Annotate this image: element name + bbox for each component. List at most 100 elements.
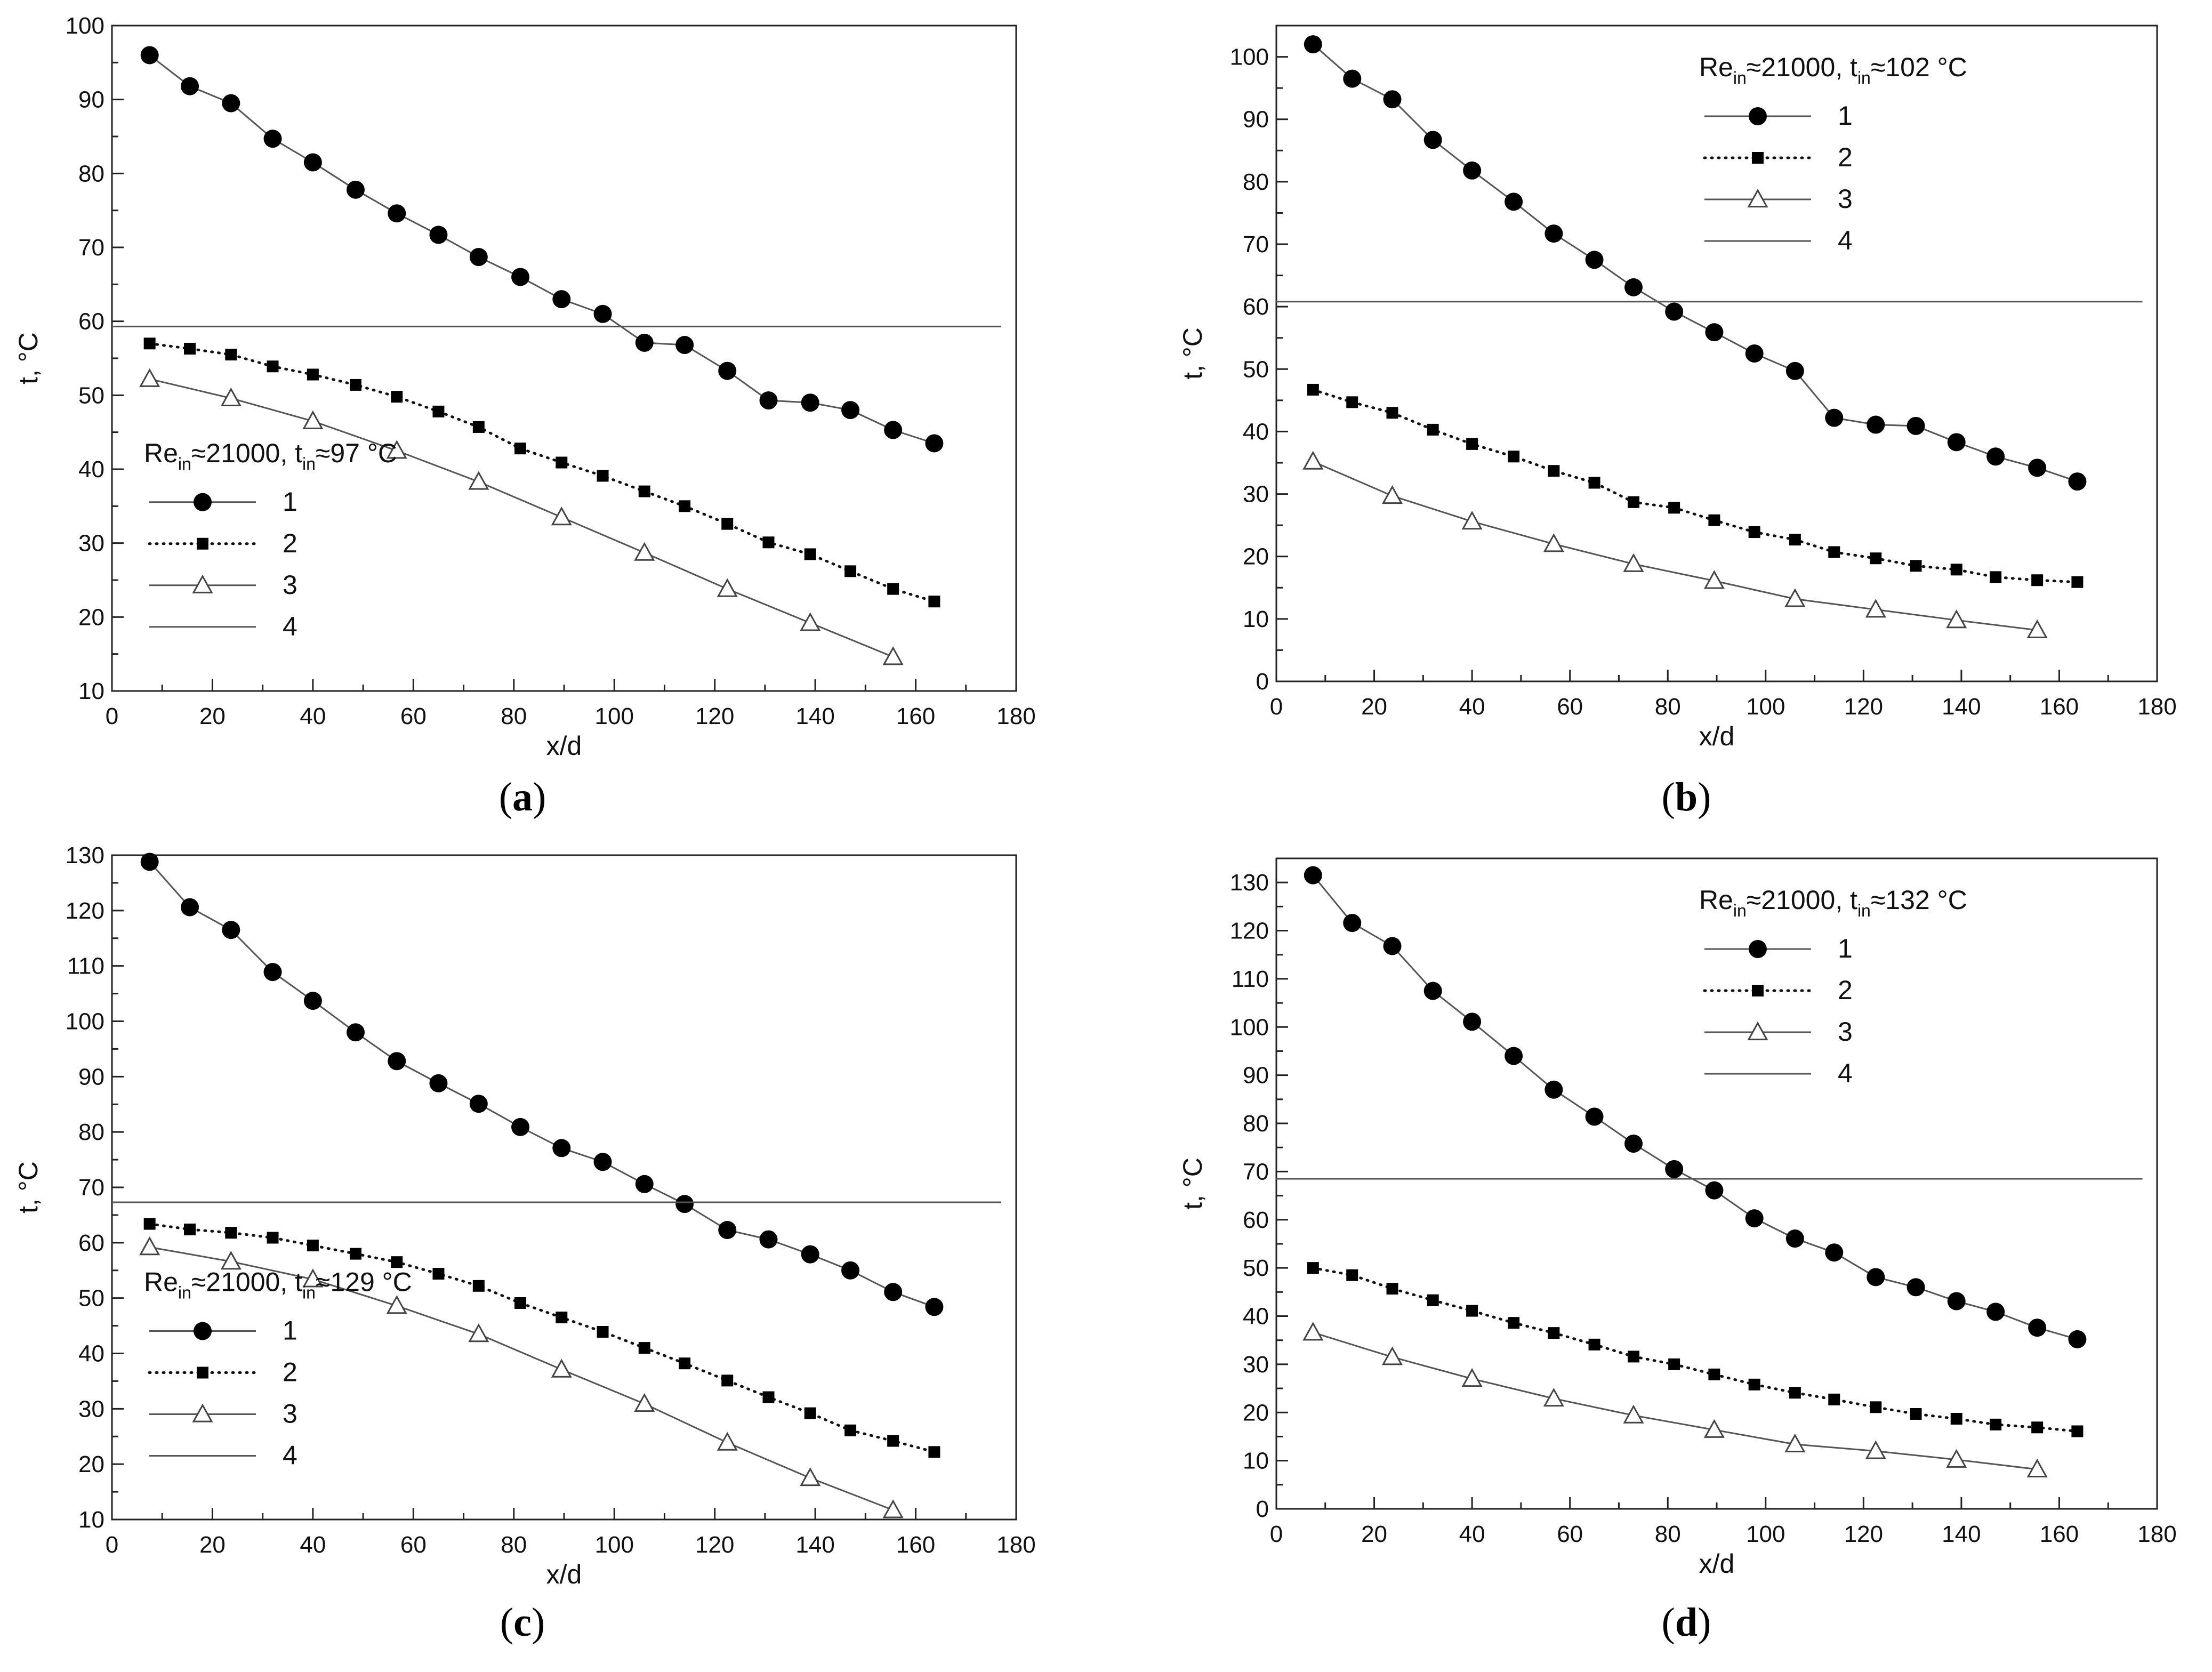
- data-point-series-1: [759, 391, 778, 410]
- data-point-series-3: [1381, 485, 1403, 504]
- series-line-1: [1312, 43, 2078, 483]
- y-tick-label: 40: [78, 1341, 104, 1367]
- legend: Rein≈21000, tin≈97 °C 1 2 3 4: [144, 438, 397, 641]
- y-tick-label: 100: [1230, 1014, 1269, 1040]
- x-tick-label: 100: [595, 1532, 634, 1558]
- data-point-series-1: [1867, 1268, 1885, 1287]
- data-point-series-2: [804, 1407, 816, 1419]
- data-point-series-3: [800, 1467, 821, 1486]
- data-point-series-3: [1461, 511, 1483, 530]
- data-point-series-2: [1307, 1262, 1319, 1274]
- y-tick-label: 40: [1243, 1304, 1269, 1330]
- data-point-series-2: [1427, 1294, 1439, 1306]
- x-tick-label: 20: [199, 1532, 226, 1558]
- chart-panel-c: 0 20 40 60 80 100 120 140 160 180 10 20 30 40 50 60 70 80…: [13, 842, 1036, 1645]
- series-line-3: [149, 1246, 894, 1511]
- data-point-series-3: [386, 1295, 407, 1314]
- data-point-series-1: [1665, 1160, 1684, 1178]
- data-point-series-3: [139, 1236, 160, 1256]
- y-tick-label: 10: [1243, 1448, 1269, 1474]
- y-tick-label: 60: [1243, 294, 1269, 320]
- y-tick-label: 10: [1243, 606, 1269, 632]
- x-tick-label: 40: [1459, 1521, 1485, 1547]
- data-point-series-1: [1907, 1278, 1925, 1297]
- y-tick-label: 30: [78, 1396, 104, 1422]
- data-point-series-2: [556, 1312, 568, 1324]
- data-point-series-3: [220, 1251, 242, 1270]
- legend-title: Rein≈21000, tin≈129 °C: [144, 1267, 412, 1303]
- series-3: [139, 1236, 904, 1518]
- data-point-series-2: [679, 500, 691, 512]
- y-tick-label: 50: [1243, 356, 1269, 382]
- data-point-series-1: [1947, 1292, 1966, 1311]
- data-point-series-2: [887, 583, 899, 595]
- data-point-series-3: [1784, 588, 1806, 607]
- data-point-series-2: [721, 1374, 734, 1387]
- y-tick-label: 10: [78, 1507, 104, 1533]
- data-point-series-3: [1461, 1368, 1483, 1387]
- data-point-series-2: [472, 1280, 485, 1292]
- x-tick-label: 40: [300, 703, 326, 729]
- series-3: [139, 368, 904, 665]
- x-tick-label: 140: [1942, 1521, 1981, 1547]
- x-tick-label: 100: [1746, 1521, 1785, 1547]
- y-tick-label: 90: [78, 87, 104, 113]
- data-point-series-2: [1346, 396, 1358, 408]
- data-point-series-1: [1825, 408, 1844, 427]
- x-tick-label: 120: [695, 703, 734, 729]
- legend-label-2: 2: [283, 528, 297, 558]
- data-point-series-1: [593, 1153, 612, 1171]
- data-point-series-1: [1463, 1012, 1482, 1031]
- y-tick-label: 90: [1243, 1063, 1269, 1089]
- legend-label-2: 2: [1838, 142, 1853, 172]
- data-point-series-2: [597, 1326, 609, 1338]
- data-point-series-2: [887, 1435, 899, 1447]
- data-point-series-1: [1907, 416, 1925, 435]
- series-line-2: [1312, 388, 2079, 584]
- data-point-series-3: [302, 1268, 324, 1288]
- data-point-series-2: [349, 379, 361, 391]
- data-point-series-2: [1668, 1358, 1680, 1370]
- data-point-series-1: [675, 1195, 694, 1213]
- y-tick-label: 70: [78, 1175, 104, 1201]
- series-line-2: [148, 342, 936, 603]
- y-tick-label: 90: [1243, 107, 1269, 133]
- legend-marker-1: [194, 493, 212, 511]
- data-point-series-1: [2028, 1319, 2047, 1337]
- data-point-series-1: [222, 94, 240, 112]
- data-point-series-1: [303, 992, 322, 1010]
- data-point-series-1: [552, 290, 571, 309]
- data-point-series-3: [1302, 451, 1324, 470]
- data-point-series-2: [391, 1256, 403, 1268]
- x-tick-label: 160: [896, 1532, 935, 1558]
- data-point-series-1: [884, 421, 903, 439]
- legend-label-1: 1: [1838, 934, 1853, 963]
- y-axis-label: t, °C: [13, 332, 43, 384]
- y-tick-label: 130: [66, 842, 104, 869]
- legend-marker-2: [1751, 152, 1764, 164]
- y-tick-label: 20: [1243, 1400, 1269, 1426]
- data-point-series-2: [2071, 576, 2084, 588]
- x-tick-label: 100: [1746, 694, 1785, 720]
- y-tick-label: 70: [1243, 1159, 1269, 1185]
- y-tick-label: 120: [66, 898, 104, 924]
- data-point-series-2: [307, 1240, 319, 1252]
- data-point-series-1: [759, 1230, 778, 1249]
- y-tick-label: 10: [78, 678, 104, 704]
- data-point-series-1: [1986, 447, 2005, 466]
- y-tick-label: 90: [78, 1064, 104, 1090]
- data-point-series-2: [1346, 1269, 1358, 1281]
- data-point-series-3: [634, 1393, 655, 1412]
- data-point-series-1: [388, 1052, 406, 1071]
- data-point-series-3: [2026, 1458, 2048, 1477]
- x-tick-label: 60: [400, 703, 427, 729]
- plot-frame: [111, 25, 1017, 692]
- legend: Rein≈21000, tin≈129 °C 1 2 3 4: [144, 1267, 412, 1470]
- data-point-series-3: [1946, 1449, 1967, 1468]
- data-point-series-1: [388, 204, 406, 223]
- data-point-series-1: [1383, 90, 1402, 109]
- x-tick-label: 0: [1270, 1521, 1283, 1547]
- panel-caption: (a): [499, 775, 546, 819]
- x-tick-label: 80: [501, 1532, 527, 1558]
